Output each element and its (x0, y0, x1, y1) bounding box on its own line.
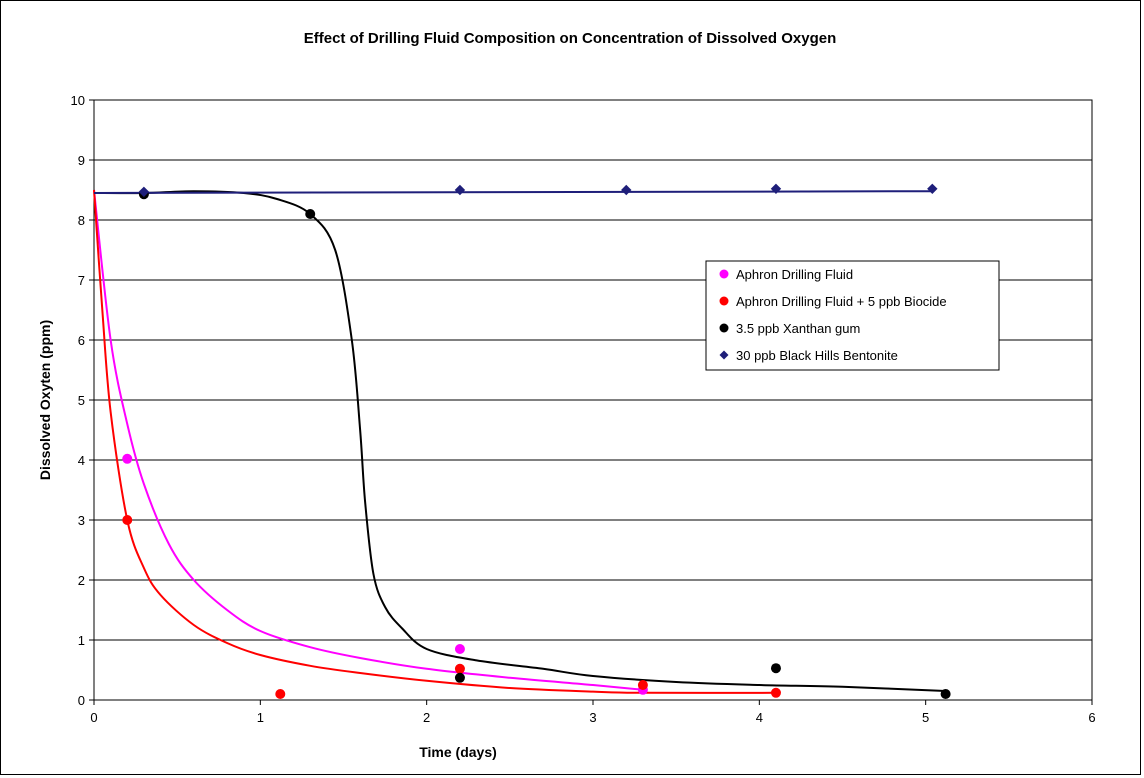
y-tick-label: 6 (78, 333, 85, 348)
x-tick-label: 1 (257, 710, 264, 725)
y-tick-label: 4 (78, 453, 85, 468)
gridlines (94, 159, 1092, 641)
y-tick-label: 9 (78, 153, 85, 168)
legend-entry: 3.5 ppb Xanthan gum (736, 321, 860, 336)
data-point-series-3 (621, 184, 632, 196)
data-point-series-3 (454, 184, 466, 196)
x-tick-label: 5 (922, 710, 929, 725)
legend-box (705, 260, 1000, 371)
data-point-series-1 (770, 687, 781, 698)
trend-line-series-2 (93, 190, 946, 692)
y-tick-label: 10 (71, 93, 85, 108)
y-tick-label: 3 (78, 513, 85, 528)
legend-marker (719, 323, 729, 333)
data-point-series-2 (305, 209, 316, 219)
data-point-series-2 (770, 663, 781, 674)
y-tick-label: 8 (78, 213, 85, 228)
x-tick-label: 4 (756, 710, 763, 725)
trend-line-series-3 (93, 190, 933, 194)
data-point-series-1 (637, 680, 648, 690)
trend-lines (93, 189, 946, 694)
data-point-series-3 (770, 183, 782, 195)
x-tick-label: 2 (423, 710, 430, 725)
data-point-series-3 (138, 186, 150, 198)
y-tick-label: 2 (78, 573, 85, 588)
data-markers (122, 183, 951, 699)
y-tick-labels: 0 1 2 3 4 5 6 7 8 9 10 (71, 93, 94, 708)
data-point-series-1 (275, 689, 286, 699)
x-tick-label: 0 (90, 710, 97, 725)
data-point-series-2 (940, 689, 951, 699)
y-tick-label: 7 (78, 273, 85, 288)
data-point-series-3 (927, 183, 938, 195)
legend-entry: Aphron Drilling Fluid + 5 ppb Biocide (736, 294, 947, 309)
x-tick-label: 3 (589, 710, 596, 725)
trend-line-series-1 (93, 189, 776, 694)
x-tick-label: 6 (1088, 710, 1095, 725)
data-point-series-1 (454, 663, 465, 674)
x-tick-labels: 0 1 2 3 4 5 6 (90, 700, 1096, 725)
chart-title: Effect of Drilling Fluid Composition on … (304, 30, 837, 47)
data-point-series-1 (122, 515, 133, 525)
y-tick-label: 1 (78, 633, 85, 648)
legend-marker (719, 350, 729, 360)
trend-line-series-0 (93, 189, 643, 691)
legend-entry: Aphron Drilling Fluid (736, 267, 853, 282)
legend-marker (719, 296, 729, 306)
data-point-series-2 (454, 672, 465, 683)
y-tick-label: 5 (78, 393, 85, 408)
x-axis-label: Time (days) (419, 744, 497, 760)
data-point-series-0 (454, 644, 465, 654)
data-point-series-0 (122, 453, 133, 464)
y-axis-label: Dissolved Oxyten (ppm) (37, 320, 53, 480)
legend: Aphron Drilling Fluid Aphron Drilling Flu… (705, 260, 1000, 371)
legend-marker (719, 269, 729, 279)
y-tick-label: 0 (78, 693, 85, 708)
legend-entry: 30 ppb Black Hills Bentonite (736, 348, 898, 363)
